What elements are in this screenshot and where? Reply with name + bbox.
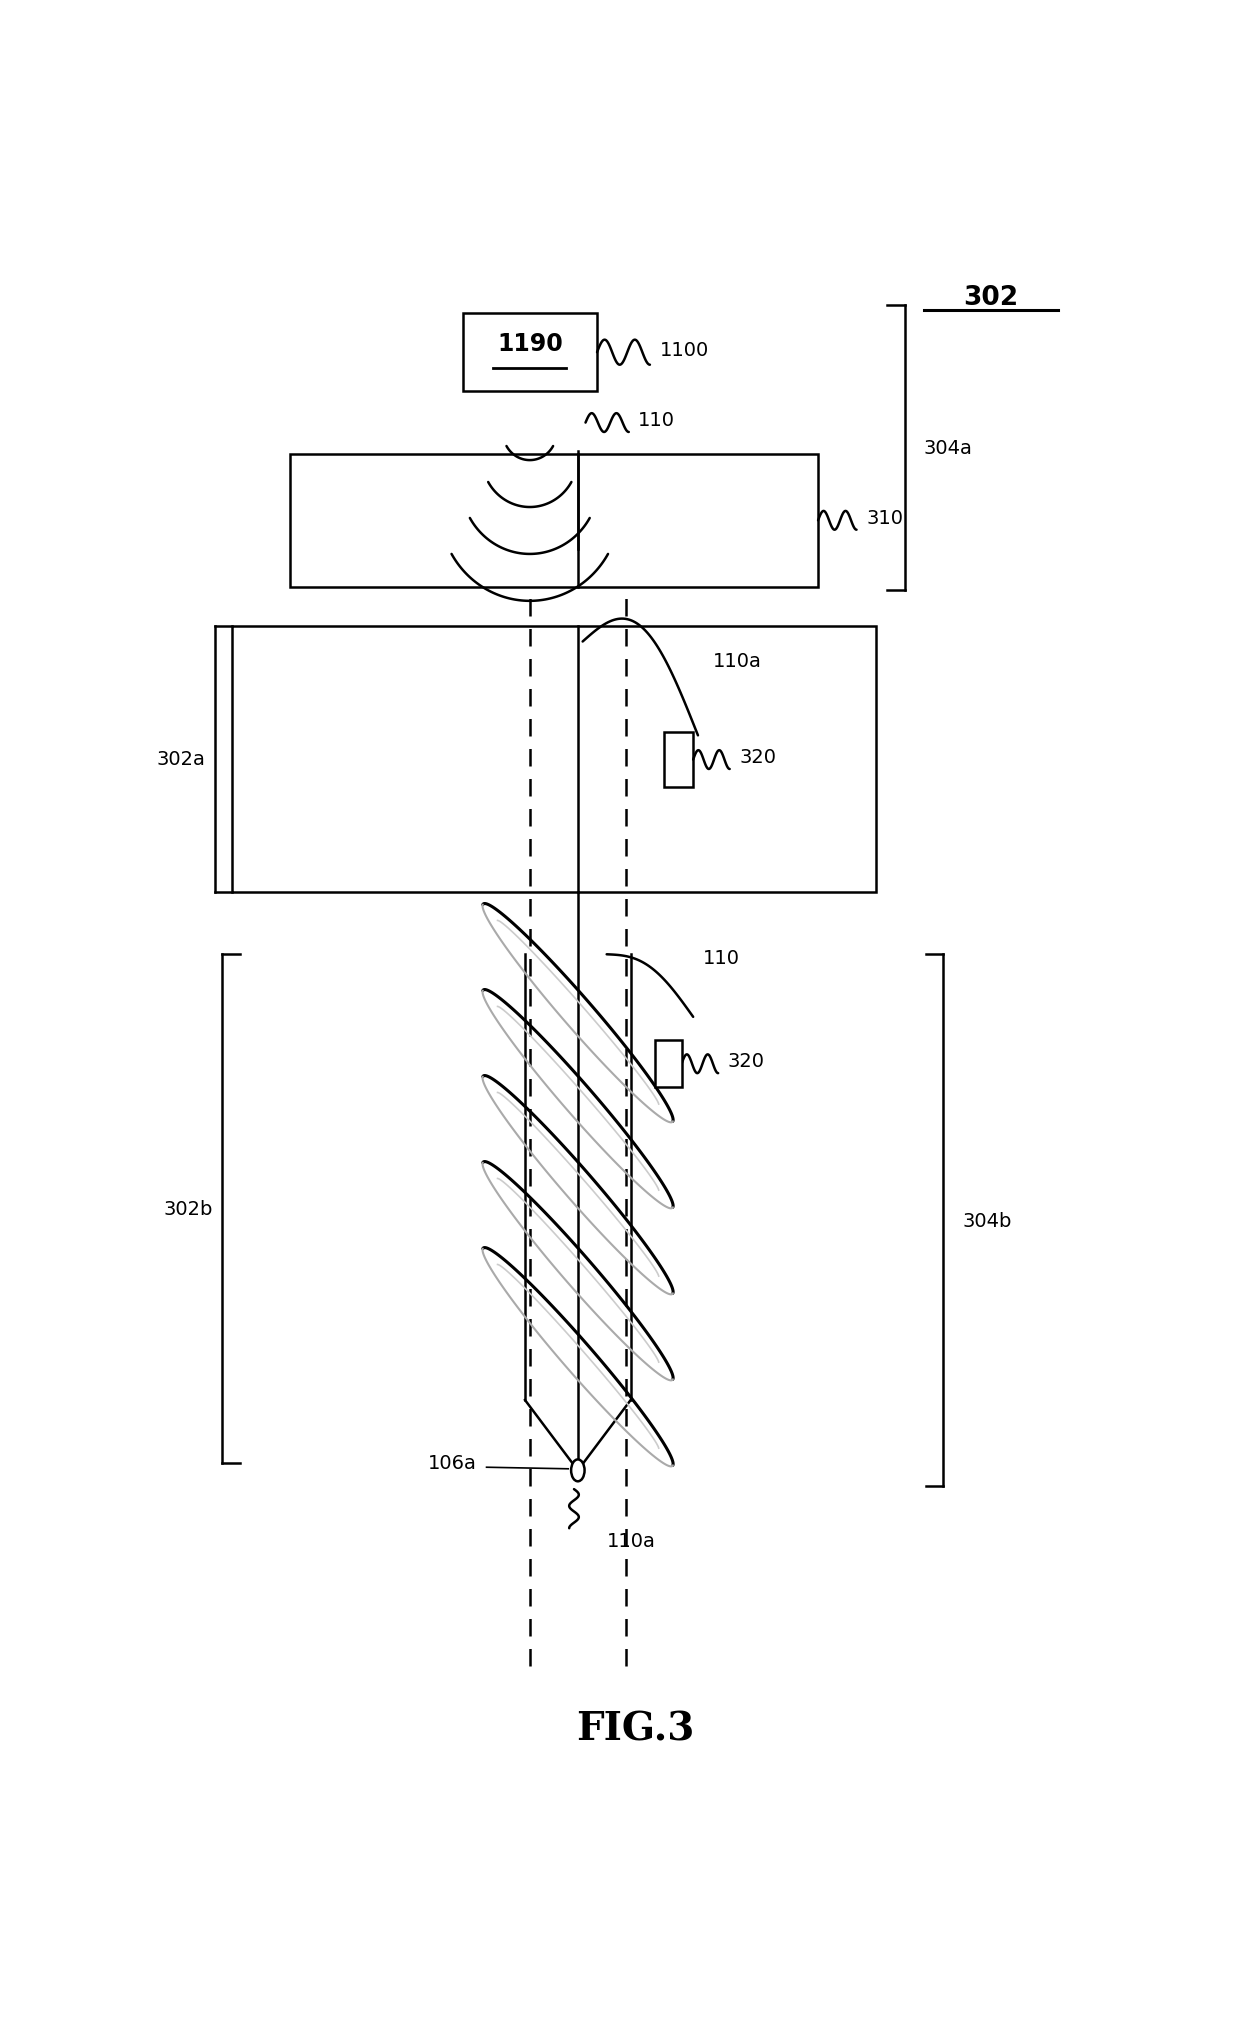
Text: 110a: 110a (713, 652, 761, 670)
Text: 302b: 302b (164, 1200, 213, 1218)
Bar (290, 455, 818, 587)
Text: 302: 302 (963, 286, 1018, 311)
Text: 310: 310 (867, 508, 903, 528)
Text: FIG.3: FIG.3 (577, 1709, 694, 1748)
Circle shape (572, 1460, 584, 1482)
Bar (463, 315, 596, 392)
Bar (665, 733, 693, 788)
Text: 106a: 106a (428, 1453, 477, 1472)
Bar (232, 627, 875, 893)
Text: 320: 320 (739, 747, 776, 767)
Text: 1190: 1190 (497, 331, 563, 355)
Text: 110a: 110a (606, 1531, 656, 1551)
Text: 1100: 1100 (660, 341, 709, 359)
Text: 302a: 302a (156, 749, 205, 769)
Text: 110: 110 (703, 948, 740, 968)
Text: 304b: 304b (962, 1212, 1012, 1230)
Text: 304a: 304a (924, 438, 972, 459)
Text: 110: 110 (637, 410, 675, 430)
Text: 320: 320 (728, 1052, 765, 1070)
Bar (655, 1041, 682, 1088)
